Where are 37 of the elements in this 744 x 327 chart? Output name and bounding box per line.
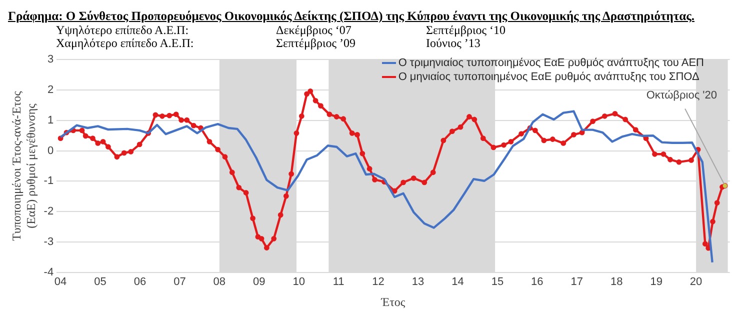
x-tick-label: 17 xyxy=(570,276,584,288)
y-tick-label: 3 xyxy=(47,54,54,66)
x-tick-label: 09 xyxy=(253,276,266,288)
x-tick-label: 11 xyxy=(332,276,344,288)
y-tick-label: -1 xyxy=(44,175,54,188)
text: Δεκέμβριος ‘07 xyxy=(276,23,352,37)
x-tick-label: 07 xyxy=(174,276,186,288)
text: Χαμηλότερο επίπεδο Α.Ε.Π: xyxy=(56,36,195,50)
x-tick-label: 13 xyxy=(412,276,424,288)
y-tick-label: 2 xyxy=(47,84,54,96)
x-tick-label: 12 xyxy=(372,276,384,288)
x-tick-label: 19 xyxy=(650,276,662,288)
chart-title: Γράφημα: Ο Σύνθετος Προπορευόμενος Οικονομικός Δείκτης (ΣΠΟΔ) της Κύπρου έναντι της Οικονομικής της Δραστηριότητας. xyxy=(8,8,696,24)
legend-label: Ο τριμηνιαίος τυποποιημένος ΕαΕ ρυθμός ανάπτυξης του ΑΕΠ xyxy=(398,56,704,70)
text: Σεπτέμβριος ’09 xyxy=(276,36,356,50)
y-tick-label: 1 xyxy=(47,114,54,126)
x-tick-label: 16 xyxy=(531,276,544,288)
y-tick-label: -2 xyxy=(44,206,54,218)
x-tick-label: 18 xyxy=(610,276,623,288)
x-tick-label: 05 xyxy=(94,276,106,288)
legend-label: Ο μηνιαίος τυποποιημένος ΕαΕ ρυθμός ανάπτυξης του ΣΠΟΔ xyxy=(398,70,700,84)
x-tick-label: 06 xyxy=(134,276,146,288)
annotation: Οκτώβριος '20 xyxy=(646,89,718,102)
text: Σεπτέμβριος ‘10 xyxy=(426,23,506,37)
x-tick-label: 15 xyxy=(491,276,504,288)
y-tick-label: -4 xyxy=(44,266,54,278)
x-tick-label: 08 xyxy=(213,276,226,288)
x-tick-label: 04 xyxy=(54,276,67,288)
text: Υψηλότερο επίπεδο Α.Ε.Π: xyxy=(56,23,190,37)
x-tick-label: 10 xyxy=(292,276,305,288)
text: Ιούνιος ’13 xyxy=(426,36,480,50)
x-tick-label: 14 xyxy=(452,276,464,288)
y-tick-label: 0 xyxy=(47,144,54,157)
y-axis-title: Τυποποιημένοι Έτος-ανά-Έτος (ΕαΕ) ρυθμοί μεγέθυνσης xyxy=(9,90,38,241)
x-axis-title: Έτος xyxy=(380,294,406,309)
x-tick-label: 20 xyxy=(690,276,702,288)
y-tick-label: -3 xyxy=(44,236,54,248)
